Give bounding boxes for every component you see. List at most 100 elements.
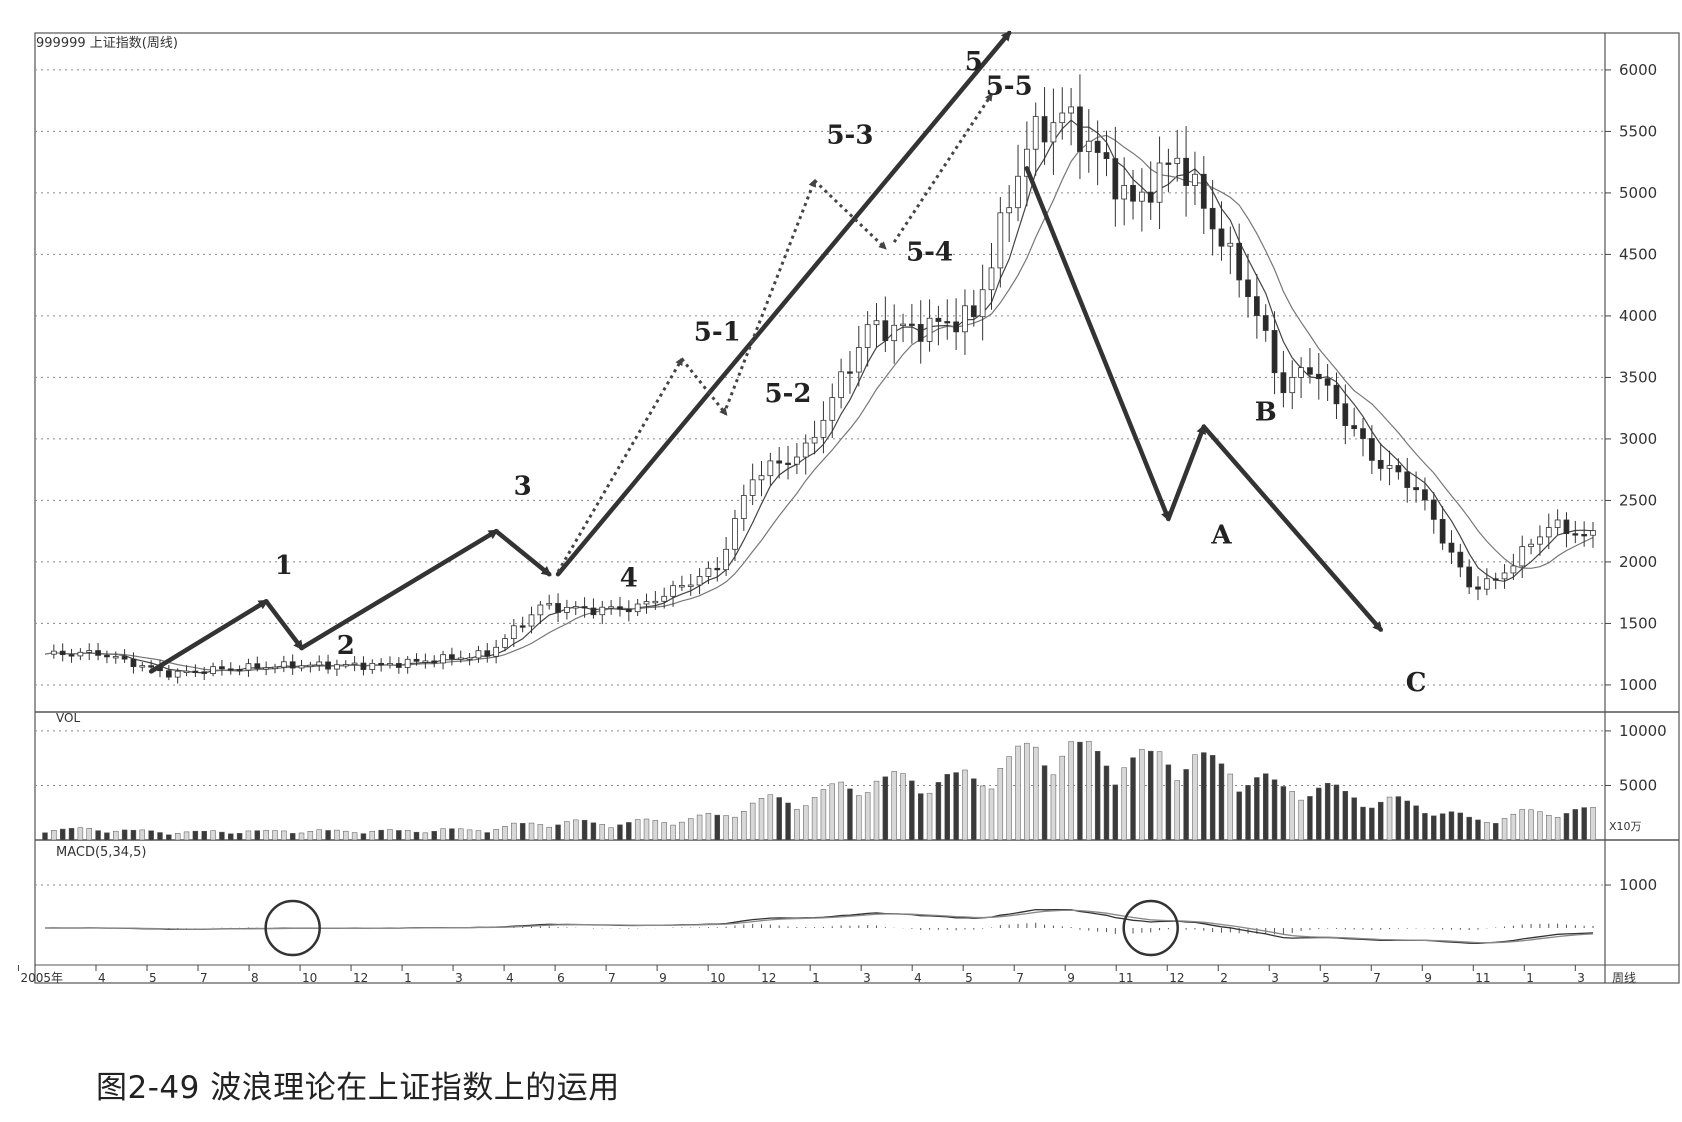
figure-caption: 图2-49 波浪理论在上证指数上的运用 — [96, 1070, 620, 1106]
candle-up — [679, 585, 685, 588]
candle-up — [829, 397, 836, 421]
candle-down — [714, 567, 721, 571]
volume-bar — [1581, 807, 1587, 841]
candle-down — [1439, 518, 1446, 544]
volume-bar — [59, 828, 66, 841]
volume-bar — [86, 828, 92, 841]
wave-label: 5 — [965, 47, 983, 77]
wave-label: 1 — [275, 551, 293, 581]
price-tick-label: 4000 — [1619, 307, 1657, 325]
candle-down — [1280, 372, 1287, 394]
candle-up — [404, 658, 411, 668]
candle-down — [95, 650, 101, 656]
candlestick-series — [50, 74, 1596, 684]
volume-bar — [263, 829, 269, 841]
volume-bar — [369, 830, 376, 841]
candle-down — [1245, 279, 1251, 297]
time-axis: 2005年 4 5 7 8 10 12 1 3 4 6 7 9 10 12 1 3 4 5 7 9 11 12 2 3 5 7 9 11… — [17, 965, 1585, 985]
volume-bar — [1369, 807, 1375, 841]
volume-bar — [599, 824, 605, 841]
volume-bar — [1448, 811, 1455, 841]
volume-bar — [679, 821, 685, 841]
volume-bar — [343, 830, 349, 841]
candle-up — [263, 667, 270, 670]
candle-down — [1563, 519, 1570, 535]
x-axis-end-label: 周线 — [1612, 971, 1636, 985]
candle-up — [599, 606, 606, 616]
volume-bar — [68, 828, 75, 841]
volume-bar — [1413, 805, 1419, 841]
wave-arrow — [1201, 424, 1383, 632]
volume-bar — [1086, 740, 1092, 841]
wave-arrow — [493, 528, 552, 577]
volume-bar — [1227, 773, 1234, 841]
volume-bar — [1422, 813, 1428, 841]
candle-down — [1103, 152, 1110, 160]
candle-down — [617, 606, 623, 610]
price-tick-label: 4500 — [1619, 245, 1657, 263]
candle-down — [360, 662, 367, 670]
candle-down — [1112, 158, 1119, 200]
volume-bar — [493, 829, 499, 841]
volume-bar — [334, 829, 340, 841]
volume-bar — [1342, 790, 1349, 841]
volume-bar — [298, 832, 305, 841]
moving-average-lines — [44, 119, 1594, 674]
candle-down — [1351, 425, 1358, 430]
time-tick-label: 6 — [557, 971, 565, 985]
candle-down — [1404, 471, 1411, 488]
volume-bar — [528, 822, 535, 841]
time-tick-label: 11 — [1118, 971, 1133, 985]
candle-down — [254, 663, 261, 669]
volume-bar — [794, 809, 800, 841]
candle-up — [864, 324, 871, 348]
candle-down — [1183, 157, 1189, 186]
moving-average-5 — [44, 119, 1594, 674]
candle-up — [1068, 106, 1074, 114]
candle-up — [1554, 519, 1561, 528]
volume-bar — [484, 832, 491, 841]
volume-bar — [1590, 807, 1596, 841]
wave-arrow — [555, 30, 1012, 577]
volume-bar — [1077, 741, 1083, 841]
volume-bar — [449, 828, 455, 841]
volume-bar — [51, 830, 57, 841]
volume-bar — [475, 830, 482, 841]
candle-down — [953, 321, 959, 333]
price-tick-label: 3000 — [1619, 430, 1657, 448]
volume-bar — [1147, 750, 1154, 841]
sub-wave-arrow — [892, 92, 993, 243]
time-tick-label: 9 — [659, 971, 667, 985]
candle-up — [900, 323, 906, 326]
volume-bar — [1510, 813, 1517, 841]
candle-up — [537, 604, 544, 616]
candle-up — [1386, 465, 1393, 469]
candle-down — [1333, 384, 1340, 405]
volume-bar — [882, 776, 889, 841]
volume-bar — [1431, 815, 1437, 841]
time-tick-label: 7 — [1016, 971, 1024, 985]
candle-up — [873, 320, 880, 326]
candle-down — [1422, 489, 1428, 501]
time-tick-label: 12 — [761, 971, 776, 985]
candle-down — [590, 607, 597, 616]
volume-bar — [1404, 800, 1410, 841]
volume-bar — [431, 831, 437, 841]
volume-bar — [378, 829, 384, 841]
wave-label: 5-5 — [986, 72, 1033, 102]
candle-up — [1510, 565, 1517, 574]
volume-bar — [847, 788, 853, 841]
time-tick-label: 1 — [812, 971, 820, 985]
volume-bar — [546, 826, 552, 841]
candle-down — [1430, 499, 1437, 520]
volume-bar — [1377, 801, 1384, 841]
volume-bar — [626, 822, 632, 841]
volume-bar — [1546, 815, 1552, 841]
volume-bar — [1183, 769, 1189, 841]
wave-label: C — [1406, 668, 1427, 698]
volume-bar — [1537, 811, 1543, 841]
candle-up — [1024, 148, 1030, 177]
volume-bar — [1316, 787, 1322, 841]
candle-up — [1483, 578, 1490, 590]
time-tick-label: 3 — [455, 971, 463, 985]
